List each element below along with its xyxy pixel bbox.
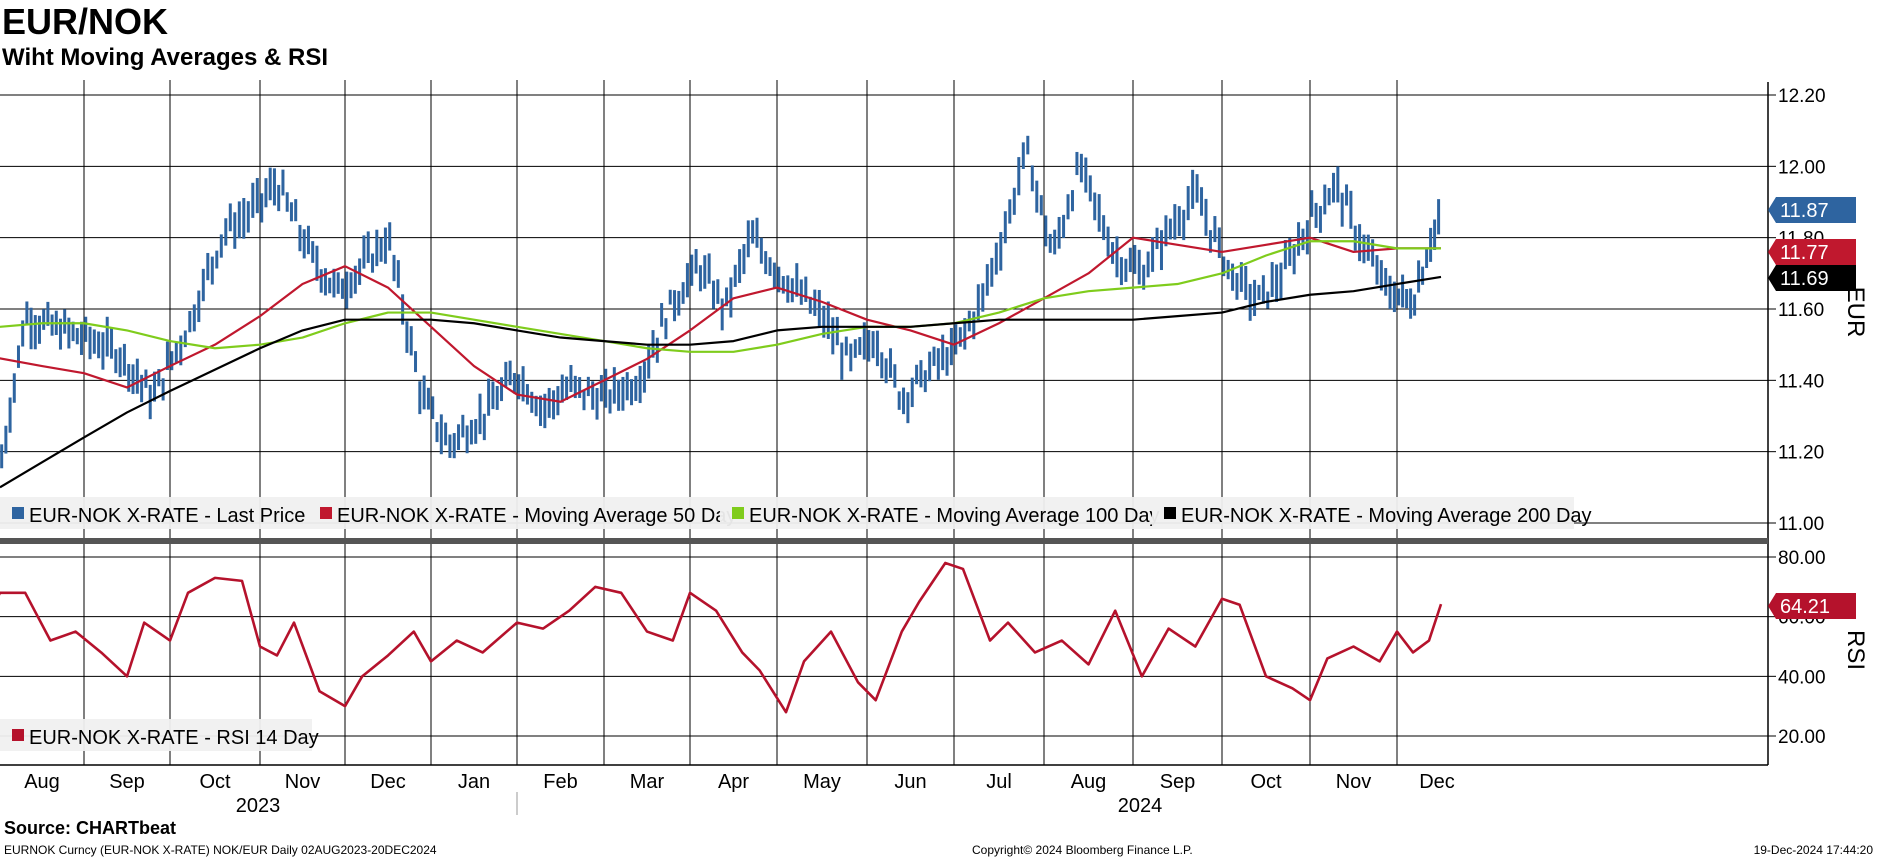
legend-swatch (320, 507, 332, 519)
price-tick-label: 11.00 (1778, 514, 1824, 535)
rsi-legend-bg (0, 719, 312, 751)
rsi-series-layer (0, 561, 1443, 714)
month-label: Oct (1250, 771, 1282, 793)
legend-entry-bg (308, 497, 720, 529)
legend-layer: EUR-NOK X-RATE - Last Price EUR-NOK X-RAT… (0, 497, 1592, 751)
year-label: 2023 (236, 795, 281, 817)
legend-entry: EUR-NOK X-RATE - Moving Average 50 Day (337, 505, 736, 527)
month-label: Nov (1336, 771, 1372, 793)
badge-ma50: 11.77 (1780, 242, 1829, 264)
month-label: Aug (24, 771, 60, 793)
month-label: Mar (630, 771, 665, 793)
rsi-tick-label: 20.00 (1778, 727, 1826, 748)
panel-divider (0, 538, 1768, 544)
badge-ma200: 11.69 (1780, 268, 1829, 290)
chart-subtitle: Wiht Moving Averages & RSI (2, 44, 329, 71)
month-label: Nov (285, 771, 321, 793)
source-note: Source: CHARTbeat (4, 818, 177, 838)
legend-entry-bg (0, 497, 308, 529)
badge-ma50-bg (1768, 239, 1856, 265)
badge-last-price-bg (1768, 197, 1856, 223)
last-value-badges: 11.87 11.77 11.69 64.21 (1768, 197, 1856, 619)
month-label: Oct (199, 771, 231, 793)
rsi-axis-title: RSI (1842, 630, 1869, 670)
year-label: 2024 (1118, 795, 1163, 817)
moving-average-layer (0, 236, 1442, 489)
price-tick-label: 11.20 (1778, 443, 1824, 464)
legend-entry: EUR-NOK X-RATE - Moving Average 100 Day (749, 505, 1160, 527)
badge-rsi-bg (1768, 593, 1856, 619)
footer-security-info: EURNOK Curncy (EUR-NOK X-RATE) NOK/EUR D… (4, 843, 437, 857)
axis-layer: 12.2012.0011.8011.6011.4011.2011.0080.00… (0, 82, 1869, 817)
month-label: Dec (370, 771, 406, 793)
month-label: Jan (458, 771, 490, 793)
rsi-legend-entry: EUR-NOK X-RATE - RSI 14 Day (29, 727, 319, 749)
badge-rsi: 64.21 (1780, 596, 1830, 618)
month-label: Aug (1071, 771, 1107, 793)
month-label: Sep (109, 771, 145, 793)
price-tick-label: 12.00 (1778, 157, 1826, 178)
price-tick-label: 11.60 (1778, 300, 1824, 321)
badge-ma200-bg (1768, 265, 1856, 291)
legend-entry-bg (1152, 497, 1574, 529)
month-label: May (803, 771, 841, 793)
footer-timestamp: 19-Dec-2024 17:44:20 (1753, 843, 1873, 857)
legend-swatch (732, 507, 744, 519)
rsi-legend-swatch (12, 729, 24, 741)
legend-entry: EUR-NOK X-RATE - Moving Average 200 Day (1181, 505, 1592, 527)
rsi-tick-label: 80.00 (1778, 548, 1826, 569)
legend-entry: EUR-NOK X-RATE - Last Price (29, 505, 305, 527)
footer-copyright: Copyright© 2024 Bloomberg Finance L.P. (972, 843, 1193, 857)
month-label: Feb (543, 771, 577, 793)
rsi-line (0, 561, 1443, 714)
badge-last-price: 11.87 (1780, 200, 1829, 222)
price-tick-label: 12.20 (1778, 86, 1826, 107)
ma100-line (0, 240, 1441, 353)
ma200-line (0, 275, 1442, 489)
legend-swatch (1164, 507, 1176, 519)
month-label: Jun (894, 771, 926, 793)
month-label: Apr (718, 771, 749, 793)
month-label: Sep (1160, 771, 1196, 793)
price-axis-title: EUR (1842, 287, 1869, 338)
legend-swatch (12, 507, 24, 519)
legend-entry-bg (720, 497, 1152, 529)
price-tick-label: 11.40 (1778, 371, 1824, 392)
price-series-layer (0, 135, 1441, 469)
month-label: Jul (986, 771, 1012, 793)
ma50-line (0, 236, 1441, 403)
month-label: Dec (1419, 771, 1455, 793)
chart-title: EUR/NOK (2, 1, 169, 42)
rsi-tick-label: 40.00 (1778, 667, 1826, 688)
